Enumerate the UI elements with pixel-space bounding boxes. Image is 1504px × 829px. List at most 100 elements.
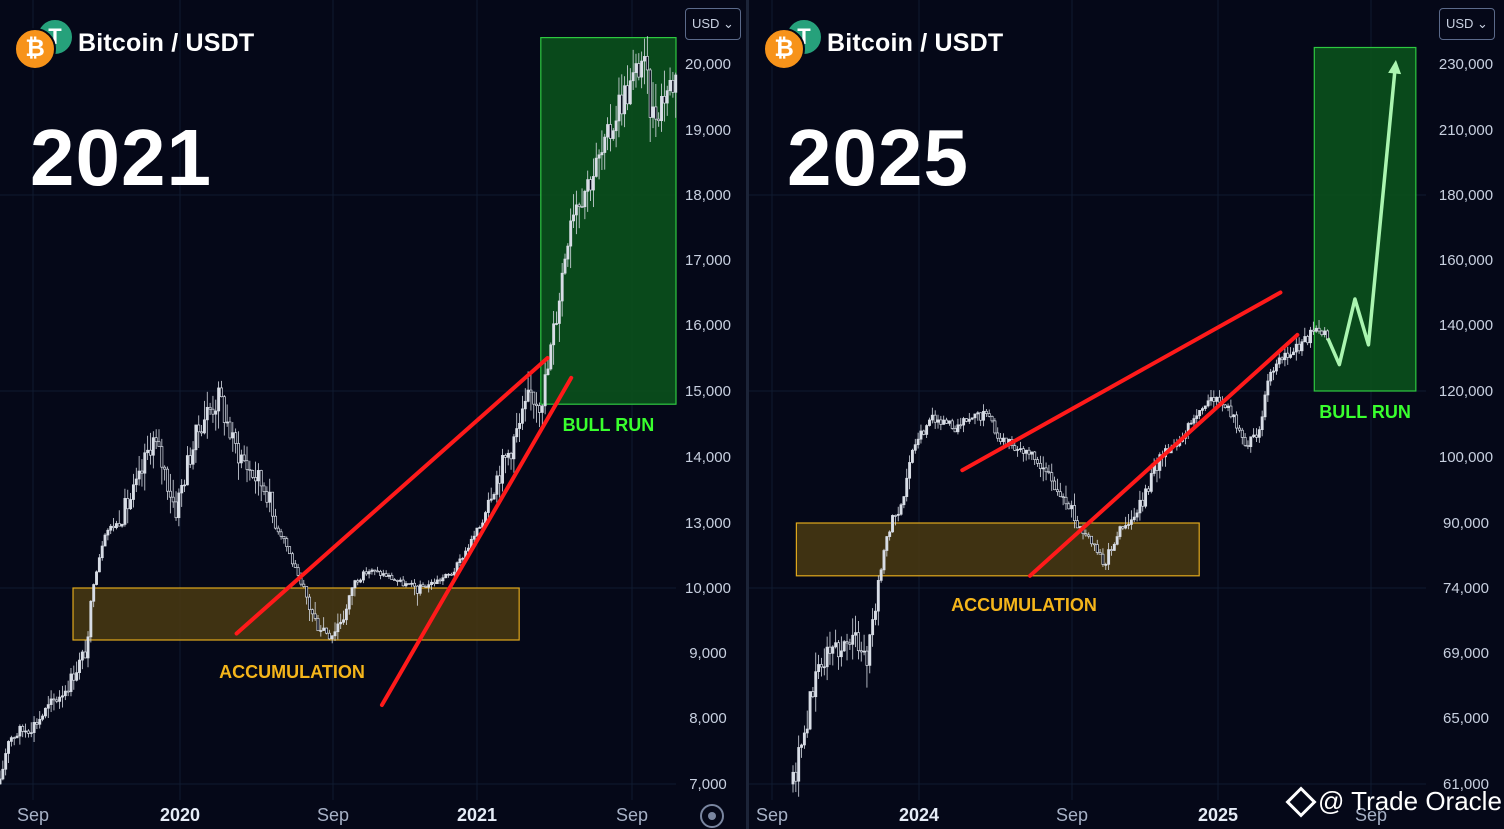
candle-body bbox=[518, 422, 522, 429]
x-tick-label: 2020 bbox=[160, 805, 200, 825]
candle-body bbox=[200, 431, 204, 434]
y-axis: 230,000 210,000 180,000 160,000 140,000 120,0… bbox=[1439, 56, 1493, 793]
candle-body bbox=[1118, 526, 1122, 537]
x-tick-label: Sep bbox=[17, 805, 49, 825]
candle-body bbox=[231, 432, 235, 439]
candle-body bbox=[327, 632, 331, 640]
accumulation-zone bbox=[795, 522, 1200, 577]
candle-body bbox=[1212, 397, 1216, 402]
candle-body bbox=[583, 190, 587, 208]
candle-body bbox=[364, 571, 368, 575]
projection-path bbox=[1326, 63, 1398, 367]
candle-body bbox=[856, 632, 860, 652]
candle-body bbox=[1127, 524, 1130, 526]
candle-body bbox=[239, 454, 243, 464]
candle-body bbox=[398, 579, 402, 582]
candle-body bbox=[1115, 536, 1119, 545]
candle-body bbox=[1309, 329, 1312, 344]
candle-body bbox=[1289, 354, 1293, 358]
candle-body bbox=[902, 496, 906, 506]
currency-button[interactable]: USD ⌄ bbox=[685, 8, 741, 40]
candle-body bbox=[953, 428, 957, 433]
candle-body bbox=[956, 424, 960, 433]
candle-body bbox=[32, 722, 36, 733]
candle-body bbox=[967, 418, 971, 422]
chart-panel-2021: ACCUMULATION BULL RUN 20,000 19,000 18,000 17… bbox=[0, 0, 746, 829]
candle-body bbox=[1104, 564, 1108, 566]
candle-body bbox=[415, 585, 419, 594]
candle-body bbox=[140, 470, 144, 474]
candle-body bbox=[273, 515, 277, 529]
candle-body bbox=[842, 641, 846, 652]
candle-body bbox=[648, 69, 652, 118]
candle-body bbox=[316, 618, 320, 632]
candle-body bbox=[950, 420, 954, 429]
candle-body bbox=[1323, 330, 1327, 336]
candle-body bbox=[987, 413, 991, 417]
candle-body bbox=[831, 646, 835, 654]
x-tick-label: Sep bbox=[616, 805, 648, 825]
candle-body bbox=[211, 408, 215, 415]
candle-body bbox=[660, 95, 663, 122]
y-tick-label: 9,000 bbox=[689, 645, 727, 662]
projection-arrowhead bbox=[1388, 60, 1402, 75]
candle-body bbox=[549, 344, 553, 370]
candle-body bbox=[671, 79, 675, 93]
candle-body bbox=[97, 557, 101, 573]
candle-body bbox=[628, 80, 632, 105]
candle-body bbox=[569, 220, 573, 247]
candle-body bbox=[643, 56, 646, 62]
candle-body bbox=[393, 579, 397, 581]
candle-body bbox=[75, 672, 79, 681]
candle-body bbox=[1110, 549, 1113, 551]
candle-body bbox=[21, 725, 25, 732]
currency-button[interactable]: USD ⌄ bbox=[1439, 8, 1495, 40]
candle-body bbox=[557, 300, 561, 324]
candle-body bbox=[845, 641, 849, 644]
candle-body bbox=[1189, 422, 1193, 425]
y-tick-label: 180,000 bbox=[1439, 187, 1493, 204]
candle-body bbox=[114, 523, 118, 529]
x-tick-label: 2024 bbox=[899, 805, 939, 825]
candle-body bbox=[225, 421, 229, 424]
candle-body bbox=[1237, 427, 1241, 431]
y-tick-label: 210,000 bbox=[1439, 122, 1493, 139]
candle-body bbox=[674, 74, 678, 93]
candle-body bbox=[1291, 351, 1295, 356]
candle-body bbox=[339, 621, 343, 625]
candle-body bbox=[631, 72, 635, 82]
candle-body bbox=[1095, 544, 1099, 553]
candle-body bbox=[982, 410, 985, 421]
candle-body bbox=[560, 272, 564, 302]
candle-body bbox=[962, 418, 966, 426]
candle-body bbox=[49, 698, 53, 705]
candle-body bbox=[933, 414, 937, 423]
chart-2021-svg[interactable]: ACCUMULATION BULL RUN 20,000 19,000 18,000 17… bbox=[0, 0, 746, 829]
chart-panel-2025: ACCUMULATION BULL RUN 230,000 210,000 180,00… bbox=[749, 0, 1504, 829]
candle-body bbox=[834, 642, 838, 648]
candle-body bbox=[55, 699, 59, 702]
bitcoin-icon: ₿ bbox=[14, 28, 56, 70]
candle-body bbox=[134, 478, 138, 486]
candle-body bbox=[970, 417, 974, 420]
candle-body bbox=[1129, 519, 1133, 525]
candle-body bbox=[137, 470, 141, 480]
pair-header: T ₿ Bitcoin / USDT bbox=[14, 16, 255, 70]
watermark: @ Trade Oracle bbox=[1285, 785, 1502, 818]
candle-body bbox=[1038, 462, 1042, 469]
candle-body bbox=[543, 374, 547, 407]
candle-body bbox=[282, 535, 286, 539]
pair-label: Bitcoin / USDT bbox=[78, 28, 255, 57]
trendline bbox=[960, 290, 1283, 473]
candle-body bbox=[1033, 451, 1037, 460]
candle-body bbox=[611, 130, 615, 139]
candle-body bbox=[996, 432, 1000, 439]
candle-body bbox=[7, 741, 10, 754]
settings-gear-icon[interactable] bbox=[700, 804, 724, 828]
candle-body bbox=[259, 470, 263, 487]
accumulation-zone bbox=[72, 587, 520, 641]
candle-body bbox=[185, 455, 189, 486]
chart-2025-svg[interactable]: ACCUMULATION BULL RUN 230,000 210,000 180,00… bbox=[749, 0, 1504, 829]
candle-body bbox=[350, 587, 354, 596]
candle-body bbox=[1036, 459, 1039, 464]
